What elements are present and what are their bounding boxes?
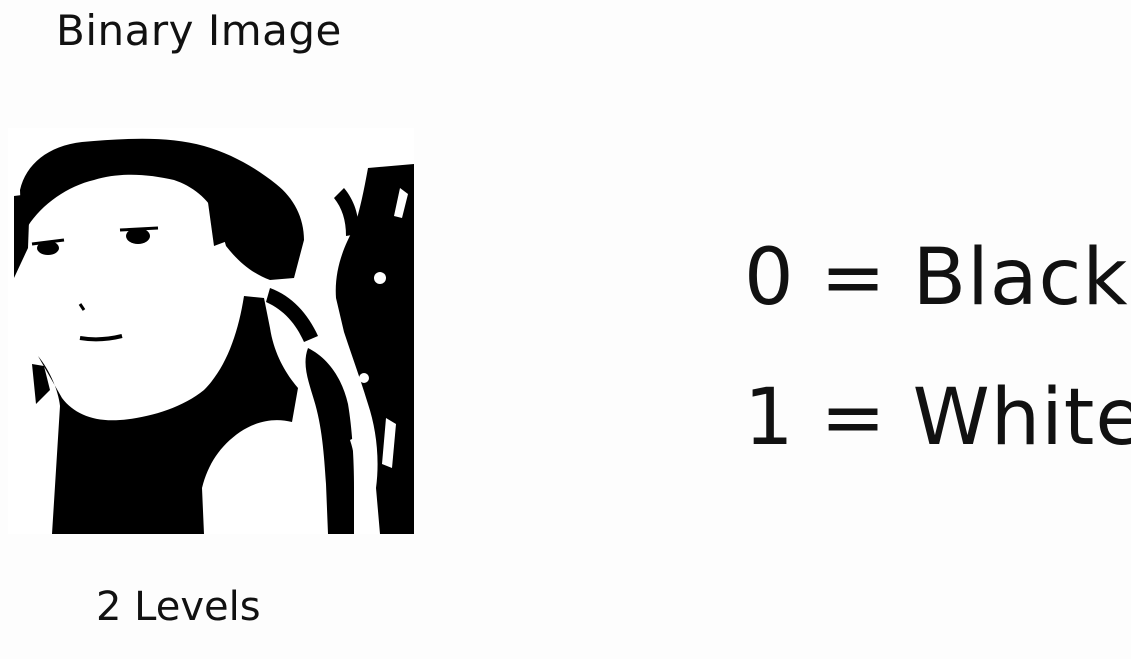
slide-title: Binary Image bbox=[56, 6, 342, 55]
binary-portrait-image bbox=[8, 128, 414, 534]
binary-value-legend: 0 = Black 1 = White bbox=[744, 208, 1131, 488]
legend-row-black: 0 = Black bbox=[744, 233, 1129, 323]
levels-caption: 2 Levels bbox=[96, 584, 261, 630]
legend-row-white: 1 = White bbox=[744, 373, 1131, 463]
